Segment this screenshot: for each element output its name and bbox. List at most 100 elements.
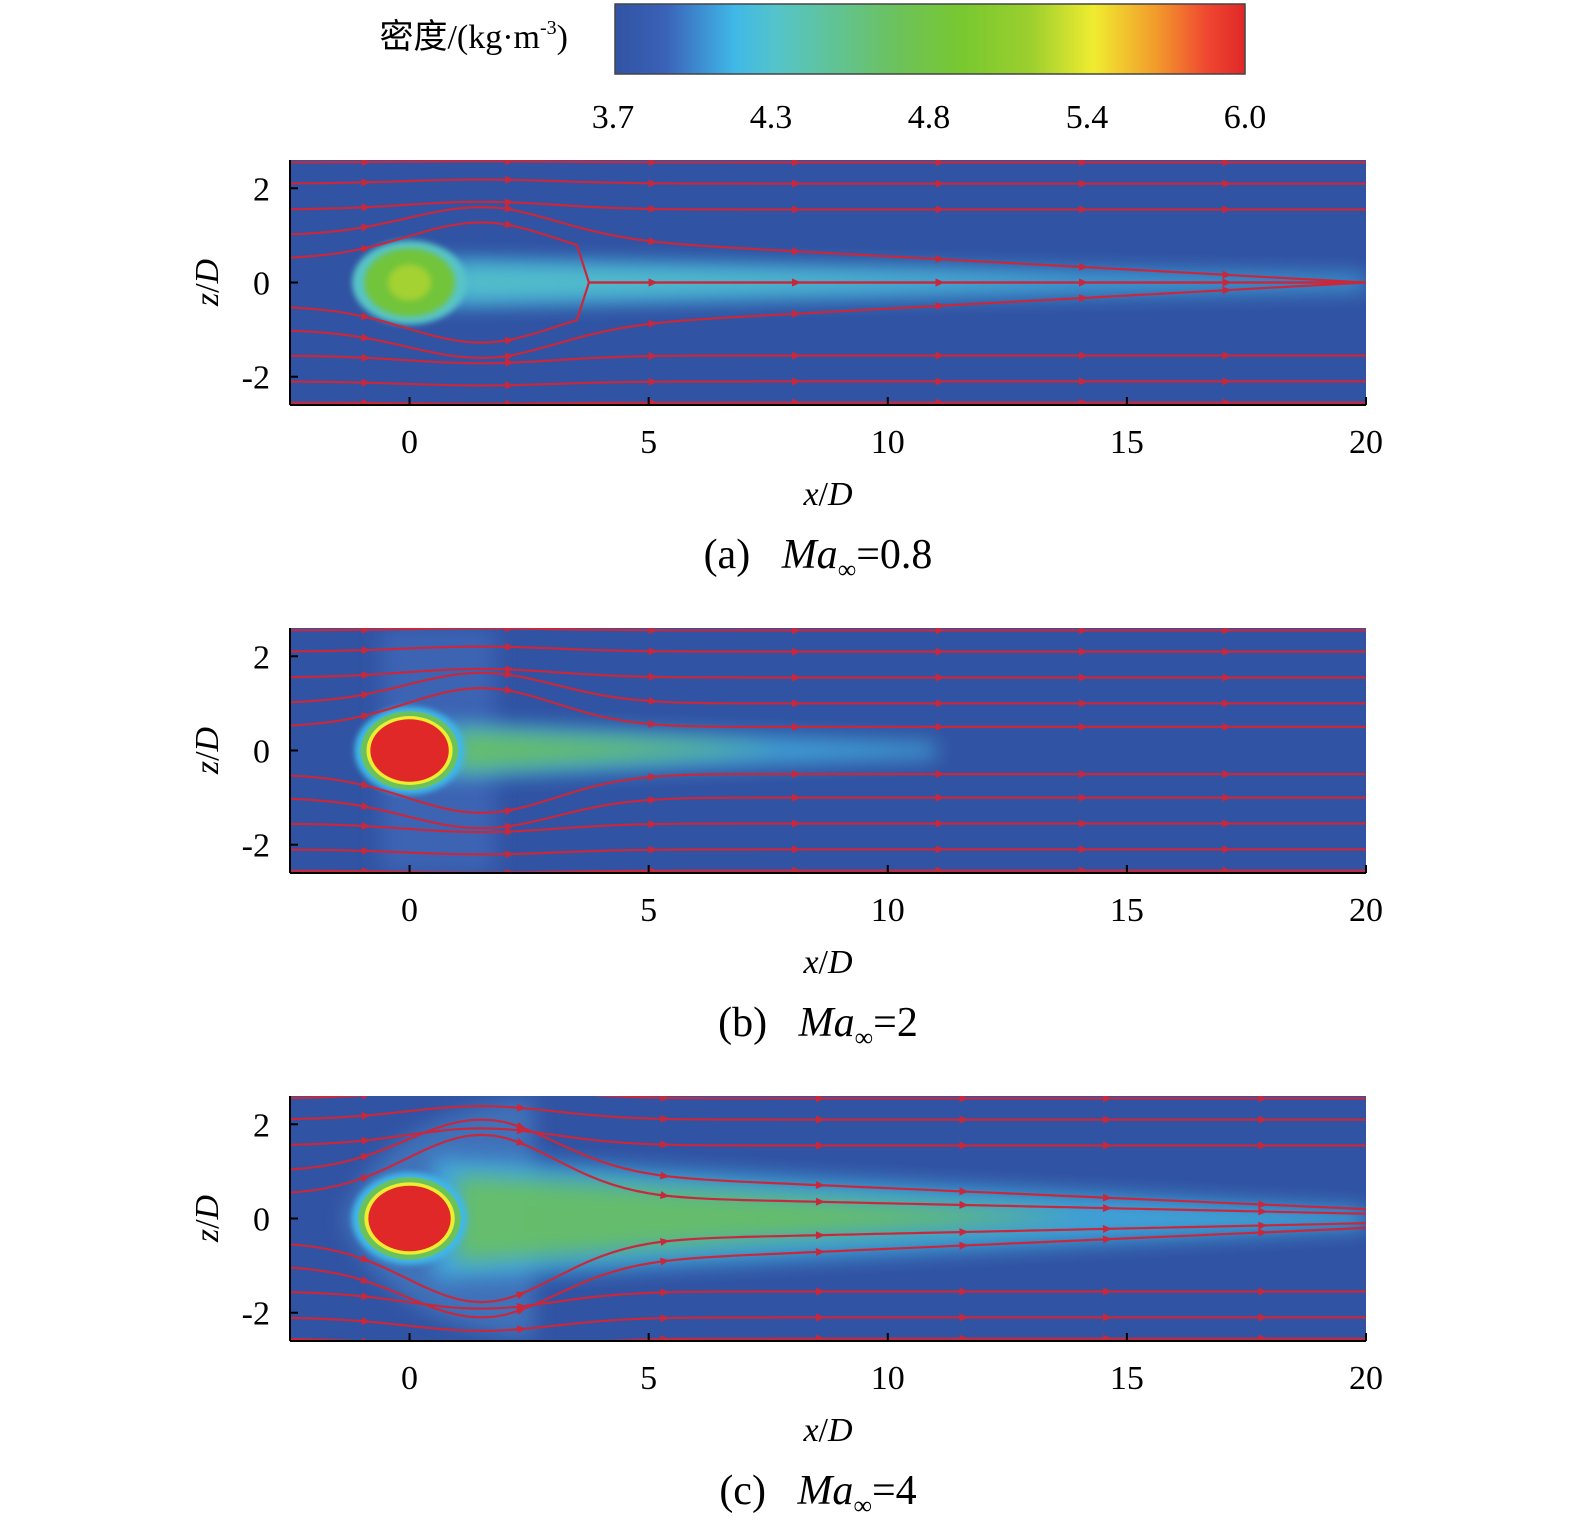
streamline [290, 645, 1366, 653]
streamline-arrow [516, 1325, 527, 1334]
streamline-arrow [792, 398, 802, 405]
streamline [290, 686, 1366, 728]
streamline-arrow [515, 1137, 526, 1146]
streamline [290, 178, 1366, 185]
streamline-arrow [1222, 270, 1232, 279]
streamline-arrow [360, 1254, 371, 1263]
streamline-arrow [360, 244, 371, 253]
density-structures [290, 628, 1366, 873]
streamline-arrow [1258, 1200, 1268, 1209]
colorbar-tick-label: 4.8 [908, 99, 951, 136]
streamline-arrow [792, 673, 802, 682]
streamline-arrow [816, 1096, 825, 1103]
streamline-arrow [504, 336, 515, 345]
streamline-arrow [816, 1287, 825, 1296]
streamline-arrow [935, 628, 945, 635]
streamline-arrow [935, 302, 945, 311]
streamline-arrow [935, 647, 945, 656]
colorbar-tick-label: 6.0 [1224, 99, 1267, 136]
colorbar-label: 密度/(kg·m-3) [379, 17, 568, 56]
streamlines [290, 628, 1366, 873]
streamline [290, 205, 1366, 284]
streamline-arrow [816, 1141, 825, 1150]
streamline-arrow [360, 780, 371, 789]
streamline-arrow [361, 802, 371, 810]
colorbar-ticks: 3.7 4.3 4.8 5.4 6.0 [592, 99, 1267, 136]
streamline-arrow [648, 320, 658, 328]
streamline-arrow [361, 1292, 371, 1301]
streamline-arrow [505, 198, 515, 207]
streamline-arrow [660, 1191, 670, 1200]
streamline-arrow [1103, 1115, 1112, 1124]
streamline-arrow [1079, 770, 1089, 779]
streamline-arrow [959, 1313, 969, 1322]
streamline-arrow [361, 378, 371, 387]
streamline-arrow [959, 1228, 969, 1237]
streamline-arrow [935, 398, 945, 405]
streamline-arrow [1222, 722, 1232, 731]
streamline-arrow [504, 807, 515, 815]
streamline-arrow [792, 793, 802, 802]
streamline-arrow [1102, 1225, 1112, 1233]
streamline-arrow [792, 278, 802, 287]
streamline-arrow [935, 179, 945, 188]
streamline-arrow [1258, 1141, 1268, 1150]
streamline [290, 1290, 1366, 1310]
streamline-arrow [660, 1335, 670, 1341]
streamline [290, 1104, 1366, 1121]
streamline [290, 1127, 1366, 1147]
streamline-arrow [361, 846, 371, 855]
streamline-arrow [1222, 377, 1232, 386]
streamline-arrow [648, 628, 658, 635]
streamline-arrow [505, 160, 515, 166]
streamline-arrow [504, 204, 515, 213]
streamline-arrow [648, 647, 658, 656]
streamline-arrow [1222, 179, 1232, 188]
streamline-arrow [361, 671, 371, 680]
streamline-arrow [935, 819, 945, 828]
streamline-arrow [517, 1085, 526, 1093]
droplet [370, 719, 449, 782]
streamline-arrow [361, 1111, 371, 1120]
streamline-arrow [361, 1096, 371, 1100]
streamline-arrow [815, 1181, 825, 1189]
streamline-arrow [1079, 278, 1089, 287]
streamline-arrow [935, 699, 945, 708]
streamline-arrow [792, 205, 802, 214]
colorbar-tick-label: 5.4 [1066, 99, 1109, 136]
streamline-arrow [504, 352, 515, 361]
streamline-arrow [1079, 699, 1089, 708]
streamline-arrow [517, 1344, 526, 1352]
streamline-arrow [1222, 845, 1232, 854]
streamline-arrow [816, 1313, 825, 1322]
streamline-arrow [792, 866, 802, 873]
density-structures [290, 1085, 1366, 1352]
streamline-arrow [1258, 1334, 1268, 1341]
streamline-arrow [1258, 1096, 1268, 1103]
x-tick-label: 5 [640, 1360, 657, 1397]
streamline-arrow [504, 686, 515, 694]
streamline-arrow [1222, 866, 1232, 873]
x-tick-label: 15 [1110, 424, 1144, 461]
streamline-arrow [361, 1317, 371, 1326]
y-axis-label: z/D [189, 1194, 226, 1243]
streamline-arrow [1102, 1204, 1112, 1212]
streamline [290, 1096, 1366, 1100]
streamline-arrow [959, 1187, 969, 1196]
streamline-arrow [505, 642, 515, 651]
colorbar-label-sup: -3 [540, 17, 557, 39]
streamline-arrow [792, 819, 802, 828]
streamline-arrow [792, 770, 802, 779]
streamline-arrow [361, 691, 371, 699]
streamline-arrow [648, 719, 658, 728]
streamline-arrow [1222, 628, 1232, 635]
streamline [290, 1337, 1366, 1341]
streamline [290, 671, 1366, 705]
streamline-arrow [816, 1334, 825, 1341]
streamline-arrow [648, 278, 658, 287]
streamline-arrow [1079, 377, 1089, 386]
x-tick-label: 0 [401, 1360, 418, 1397]
streamline-arrow [660, 1171, 670, 1180]
